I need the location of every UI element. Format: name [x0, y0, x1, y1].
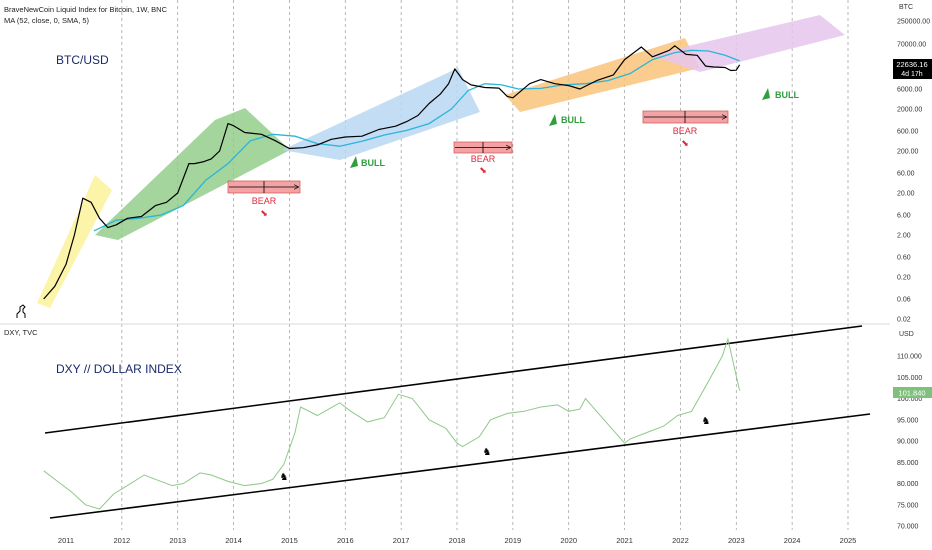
dxy-price-tag: 101.840 — [893, 387, 932, 398]
band-blue — [282, 68, 480, 160]
band-yellow — [37, 175, 112, 308]
bear-label-2014: BEAR — [252, 196, 277, 206]
bull-annotation-2016: BULL — [350, 156, 385, 168]
x-tick-label: 2011 — [58, 536, 74, 545]
dxy-price-axis[interactable]: 110.000 105.000 100.000 95.000 90.000 85.000 8… — [897, 354, 922, 531]
symbol-legend[interactable]: BraveNewCoin Liquid Index for Bitcoin, 1… — [4, 5, 168, 14]
x-tick-label: 2021 — [616, 536, 633, 545]
x-tick-label: 2018 — [449, 536, 466, 545]
x-tick-label: 2025 — [840, 536, 857, 545]
x-tick-label: 2015 — [281, 536, 298, 545]
dxy-y-tick-label: 100.000 — [897, 396, 922, 403]
btc-y-tick-label: 0.06 — [897, 296, 911, 303]
btc-y-tick-label: 250000.00 — [897, 18, 930, 25]
x-tick-label: 2022 — [672, 536, 689, 545]
bar-countdown: 4d 17h — [901, 71, 923, 78]
ma-legend[interactable]: MA (52, close, 0, SMA, 5) — [4, 16, 90, 25]
dxy-axis-currency: USD — [899, 331, 914, 338]
btc-panel: BEAR BEAR BEAR ⬊ ⬊ ⬊ BULL BULL BULL BTC/… — [16, 15, 845, 318]
x-tick-label: 2023 — [728, 536, 745, 545]
x-tick-label: 2024 — [784, 536, 801, 545]
ma-52-line — [93, 49, 740, 232]
dxy-y-tick-label: 110.000 — [897, 354, 922, 361]
bull-annotation-2019: BULL — [549, 114, 585, 126]
bull-label-2019: BULL — [561, 115, 585, 125]
x-tick-label: 2019 — [505, 536, 522, 545]
bear-box-2014 — [227, 180, 301, 194]
btc-price-axis[interactable]: 250000.0070000.0020000.006000.002000.006… — [897, 18, 930, 323]
band-green — [95, 108, 290, 240]
dino-icon — [16, 304, 26, 318]
btc-price-tag: 22636.16 4d 17h — [893, 59, 932, 79]
bull-label-2016: BULL — [361, 158, 385, 168]
x-tick-label: 2012 — [114, 536, 131, 545]
marker-icon: ♞ — [702, 416, 711, 427]
btc-price-line — [43, 45, 741, 300]
time-axis[interactable]: 2011 2012 2013 2014 2015 2016 2017 2018 2019 2020… — [58, 536, 856, 545]
btc-axis-currency: BTC — [899, 4, 913, 11]
bull-arrow-icon — [762, 88, 770, 100]
bear-icon: ⬊ — [260, 208, 268, 218]
dxy-channel-lower — [49, 413, 871, 519]
dxy-y-tick-label: 90.000 — [897, 439, 919, 446]
btc-y-tick-label: 6000.00 — [897, 86, 922, 93]
btc-y-tick-label: 0.60 — [897, 254, 911, 261]
bull-arrow-icon — [549, 114, 557, 126]
btc-y-tick-label: 60.00 — [897, 170, 915, 177]
btc-y-tick-label: 2.00 — [897, 233, 911, 240]
bear-label-2018: BEAR — [471, 154, 496, 164]
year-gridlines — [121, 0, 849, 530]
bear-icon: ⬊ — [681, 138, 689, 148]
btc-y-tick-label: 0.02 — [897, 317, 911, 324]
dxy-y-tick-label: 95.000 — [897, 417, 919, 424]
btc-last-price: 22636.16 — [896, 60, 927, 69]
dxy-last-price: 101.840 — [898, 389, 925, 398]
x-tick-label: 2020 — [560, 536, 577, 545]
bull-annotation-2023: BULL — [762, 88, 799, 100]
btc-y-tick-label: 70000.00 — [897, 42, 926, 49]
bear-box-2022 — [642, 110, 729, 124]
bull-label-2023: BULL — [775, 90, 799, 100]
marker-icon: ♞ — [280, 472, 289, 483]
bull-arrow-icon — [350, 156, 358, 168]
x-tick-label: 2017 — [393, 536, 410, 545]
btc-y-tick-label: 200.00 — [897, 149, 919, 156]
btc-y-tick-label: 2000.00 — [897, 107, 922, 114]
x-tick-label: 2014 — [225, 536, 242, 545]
btc-y-tick-label: 600.00 — [897, 128, 919, 135]
dxy-y-tick-label: 85.000 — [897, 460, 919, 467]
dxy-y-tick-label: 105.000 — [897, 375, 922, 382]
btc-y-tick-label: 6.00 — [897, 212, 911, 219]
dxy-y-tick-label: 80.000 — [897, 481, 919, 488]
dxy-panel: ♞ ♞ ♞ DXY // DOLLAR INDEX — [43, 325, 871, 519]
btc-y-tick-label: 0.20 — [897, 275, 911, 282]
bear-label-2022: BEAR — [673, 126, 698, 136]
dxy-legend[interactable]: DXY, TVC — [4, 328, 38, 337]
btc-y-tick-label: 20.00 — [897, 191, 915, 198]
bear-icon: ⬊ — [479, 165, 487, 175]
dxy-line — [43, 337, 741, 510]
dxy-panel-title: DXY // DOLLAR INDEX — [56, 362, 182, 376]
x-tick-label: 2016 — [337, 536, 354, 545]
dxy-y-tick-label: 70.000 — [897, 524, 919, 531]
marker-icon: ♞ — [483, 447, 492, 458]
bear-box-2018 — [453, 141, 513, 154]
x-tick-label: 2013 — [169, 536, 186, 545]
dxy-y-tick-label: 75.000 — [897, 502, 919, 509]
btc-panel-title: BTC/USD — [56, 53, 109, 67]
